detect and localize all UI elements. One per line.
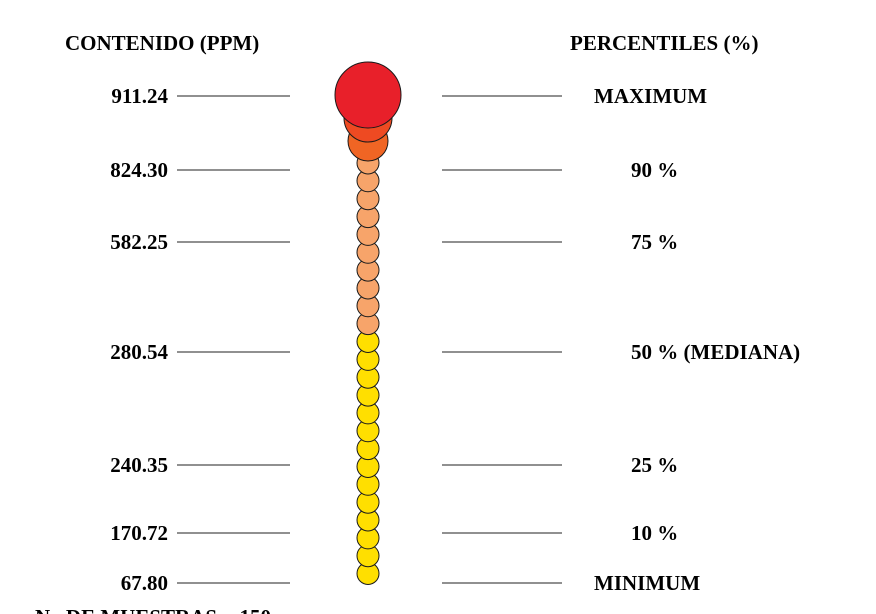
level-percentile: 10 % [631, 521, 678, 545]
sample-circle-max [334, 61, 402, 129]
level-percentile: 25 % [631, 453, 678, 477]
sample-circles [334, 61, 402, 585]
level-value: 240.35 [110, 453, 168, 477]
left-header: CONTENIDO (PPM) [65, 31, 259, 55]
level-value: 67.80 [121, 571, 168, 595]
level-value: 170.72 [110, 521, 168, 545]
level-value: 582.25 [110, 230, 168, 254]
level-value: 824.30 [110, 158, 168, 182]
level-percentile: MAXIMUM [594, 84, 707, 108]
level-value: 280.54 [110, 340, 168, 364]
level-percentile: 75 % [631, 230, 678, 254]
percentile-levels: 911.24 MAXIMUM 824.30 90 % 582.25 75 % 280.54 5… [110, 84, 800, 595]
right-header: PERCENTILES (%) [570, 31, 758, 55]
level-percentile: 90 % [631, 158, 678, 182]
level-value: 911.24 [111, 84, 168, 108]
level-percentile: 50 % (MEDIANA) [631, 340, 800, 364]
level-percentile: MINIMUM [594, 571, 700, 595]
samples-count: No DE MUESTRAS = 150 [35, 605, 271, 614]
